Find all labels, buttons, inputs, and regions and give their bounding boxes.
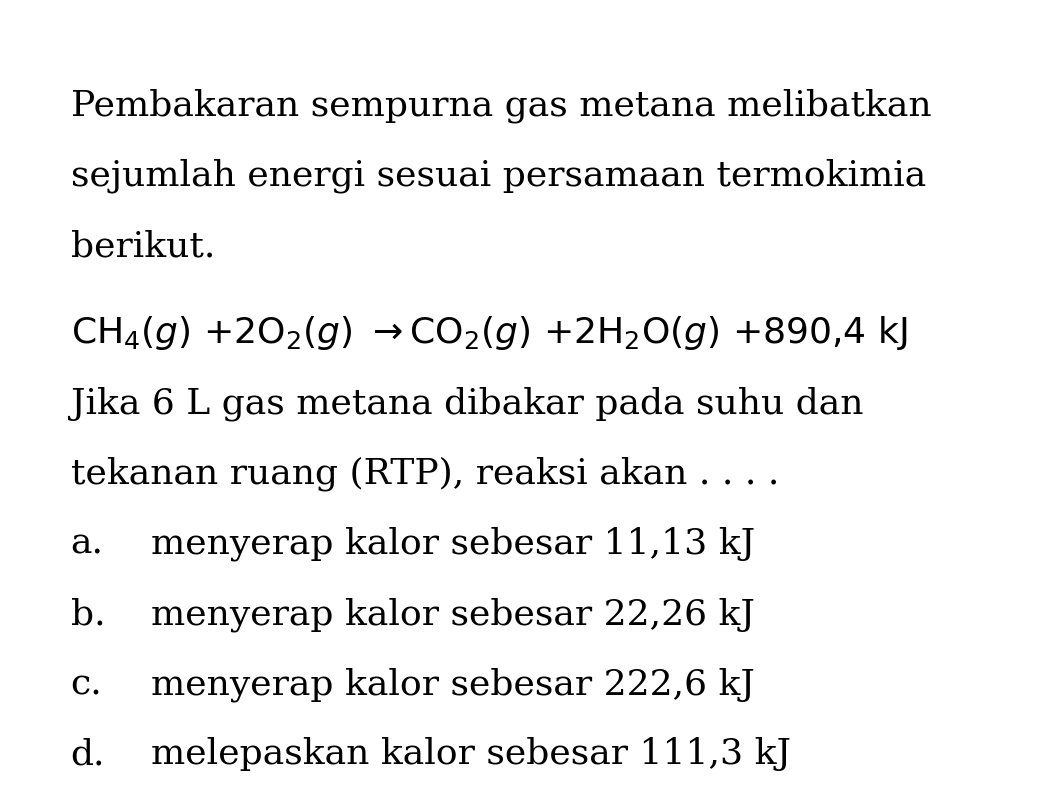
- Text: menyerap kalor sebesar 222,6 kJ: menyerap kalor sebesar 222,6 kJ: [151, 667, 755, 701]
- Text: a.: a.: [71, 527, 104, 561]
- Text: menyerap kalor sebesar 11,13 kJ: menyerap kalor sebesar 11,13 kJ: [151, 527, 755, 561]
- Text: menyerap kalor sebesar 22,26 kJ: menyerap kalor sebesar 22,26 kJ: [151, 597, 755, 631]
- Text: $\mathregular{CH_4}$$\it{(g)}$ $\mathregular{+ 2O_2}$$\it{(g)}$ $\mathregular{\r: $\mathregular{CH_4}$$\it{(g)}$ $\mathreg…: [71, 314, 907, 352]
- Text: sejumlah energi sesuai persamaan termokimia: sejumlah energi sesuai persamaan termoki…: [71, 159, 926, 193]
- Text: Jika 6 L gas metana dibakar pada suhu dan: Jika 6 L gas metana dibakar pada suhu da…: [71, 386, 863, 421]
- Text: c.: c.: [71, 667, 103, 701]
- Text: b.: b.: [71, 597, 105, 631]
- Text: Pembakaran sempurna gas metana melibatkan: Pembakaran sempurna gas metana melibatka…: [71, 89, 931, 123]
- Text: melepaskan kalor sebesar 111,3 kJ: melepaskan kalor sebesar 111,3 kJ: [151, 737, 791, 772]
- Text: d.: d.: [71, 737, 105, 772]
- Text: tekanan ruang (RTP), reaksi akan . . . .: tekanan ruang (RTP), reaksi akan . . . .: [71, 456, 778, 491]
- Text: berikut.: berikut.: [71, 229, 215, 263]
